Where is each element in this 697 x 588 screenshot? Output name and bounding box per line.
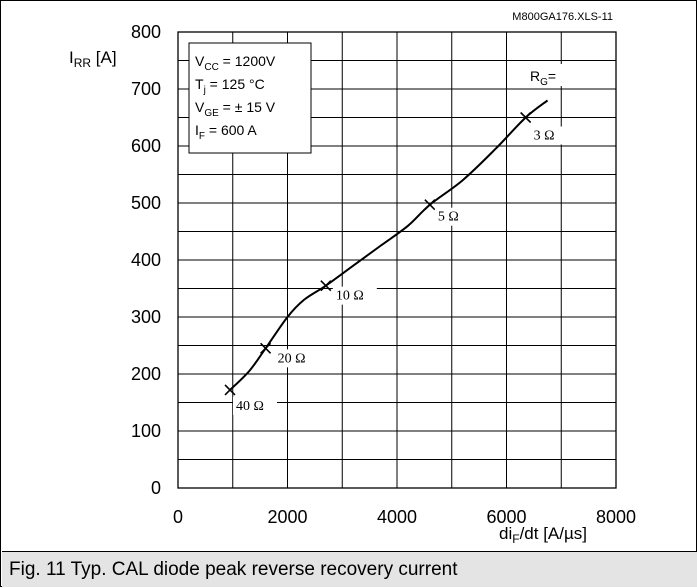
x-axis: 0 2000 4000 6000 8000 <box>173 507 636 527</box>
y-tick-label: 300 <box>131 307 161 327</box>
x-tick-label: 6000 <box>486 507 526 527</box>
svg-text:RG=: RG= <box>530 68 556 88</box>
y-axis-label: IRR [A] <box>69 48 117 70</box>
data-points: 40 Ω 20 Ω 10 Ω 5 Ω 3 Ω <box>224 111 567 415</box>
y-tick-label: 600 <box>131 136 161 156</box>
x-tick-label: 0 <box>173 507 183 527</box>
plot-area <box>177 31 617 489</box>
point-label-bg <box>274 349 319 368</box>
y-tick-label: 400 <box>131 250 161 270</box>
point-label: 3 Ω <box>534 129 555 144</box>
data-point-marker <box>320 280 332 292</box>
point-label: 40 Ω <box>236 399 264 414</box>
conditions-box: VCC = 1200V Tj = 125 °C VGE = ± 15 V IF = 6… <box>188 42 312 154</box>
y-axis: 0 100 200 300 400 500 600 700 800 <box>131 22 161 498</box>
condition-line: VCC = 1200V <box>195 53 276 73</box>
data-point-marker <box>224 384 236 396</box>
point-label-bg <box>434 207 473 226</box>
y-tick-label: 700 <box>131 79 161 99</box>
data-point-marker <box>260 342 272 354</box>
condition-line: Tj = 125 °C <box>195 76 265 96</box>
y-tick-label: 100 <box>131 421 161 441</box>
y-tick-label: 800 <box>131 22 161 42</box>
y-tick-label: 0 <box>151 478 161 498</box>
x-tick-label: 2000 <box>267 507 307 527</box>
point-label: 20 Ω <box>278 351 306 366</box>
y-tick-label: 200 <box>131 364 161 384</box>
x-axis-label: diF/dt [A/µs] <box>499 524 587 546</box>
condition-line: IF = 600 A <box>195 122 257 142</box>
point-label-bg <box>233 396 278 415</box>
point-label-bg <box>530 126 567 145</box>
point-label: 10 Ω <box>336 289 364 304</box>
data-point-marker <box>424 199 436 211</box>
reference-code: M800GA176.XLS-11 <box>512 11 613 23</box>
conditions-box-frame <box>188 42 312 154</box>
point-label: 5 Ω <box>438 210 459 225</box>
rg-legend-label: RG= <box>525 64 577 88</box>
chart: 0 2000 4000 6000 8000 0 100 200 300 400 500 600 700… <box>69 11 636 546</box>
data-point-marker <box>520 111 532 124</box>
x-tick-label: 4000 <box>377 507 417 527</box>
figure-caption: Fig. 11 Typ. CAL diode peak reverse reco… <box>2 551 697 587</box>
grid <box>178 32 616 488</box>
condition-line: VGE = ± 15 V <box>195 99 276 119</box>
point-label-bg <box>332 286 377 305</box>
x-tick-label: 8000 <box>596 507 636 527</box>
y-tick-label: 500 <box>131 193 161 213</box>
